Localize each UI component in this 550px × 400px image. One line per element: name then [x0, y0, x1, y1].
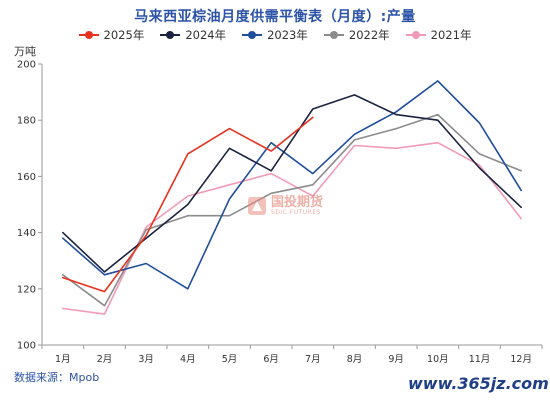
x-tick-label: 3月 [138, 354, 154, 365]
series-line-2023年 [61, 80, 523, 290]
legend-swatch [160, 30, 181, 40]
x-tick-label: 8月 [347, 354, 363, 365]
x-tick-label: 9月 [388, 354, 404, 365]
y-tick-label: 100 [17, 341, 36, 352]
series-line-2025年 [61, 116, 314, 293]
watermark-logo: 国投期货 SDIC FUTURES [248, 196, 323, 216]
legend-label: 2022年 [348, 28, 390, 42]
x-tick-label: 11月 [469, 354, 491, 365]
chart-legend: 2025年 2024年 2023年 2022年 2021年 [0, 27, 550, 43]
series-line-2022年 [61, 113, 523, 307]
legend-swatch [78, 30, 99, 40]
x-tick-label: 5月 [222, 354, 238, 365]
sdic-logo-icon [248, 197, 266, 215]
y-axis-unit: 万吨 [14, 45, 36, 58]
x-tick-label: 7月 [305, 354, 321, 365]
y-tick-label: 180 [17, 116, 36, 127]
y-tick-label: 160 [17, 172, 36, 183]
series-line-2024年 [61, 94, 523, 273]
legend-swatch [242, 30, 263, 40]
series-line-2021年 [61, 141, 523, 315]
legend-swatch [323, 30, 344, 40]
chart-title: 马来西亚棕油月度供需平衡表（月度）:产量 [134, 9, 416, 25]
watermark-cn: 国投期货 [271, 195, 324, 210]
x-tick-label: 6月 [263, 354, 279, 365]
legend-label: 2024年 [185, 28, 227, 42]
x-tick-label: 10月 [427, 354, 449, 365]
x-tick-label: 2月 [97, 354, 113, 365]
legend-swatch [405, 30, 426, 40]
watermark-en: SDIC FUTURES [271, 209, 321, 216]
legend-label: 2021年 [430, 28, 472, 42]
legend-label: 2023年 [267, 28, 308, 42]
legend-item: 2025年 [78, 27, 145, 43]
y-tick-label: 120 [17, 284, 36, 295]
legend-item: 2023年 [242, 27, 308, 43]
site-watermark: www.365jz.com [408, 374, 549, 393]
legend-item: 2021年 [405, 27, 472, 43]
x-tick-label: 4月 [180, 354, 196, 365]
legend-item: 2022年 [323, 27, 390, 43]
x-tick-label: 1月 [55, 354, 71, 365]
y-tick-label: 200 [17, 60, 36, 71]
legend-item: 2024年 [160, 27, 226, 43]
data-source: 数据来源：Mpob [14, 371, 100, 384]
x-tick-label: 12月 [510, 354, 532, 365]
legend-label: 2025年 [103, 28, 145, 42]
y-tick-label: 140 [17, 228, 36, 239]
